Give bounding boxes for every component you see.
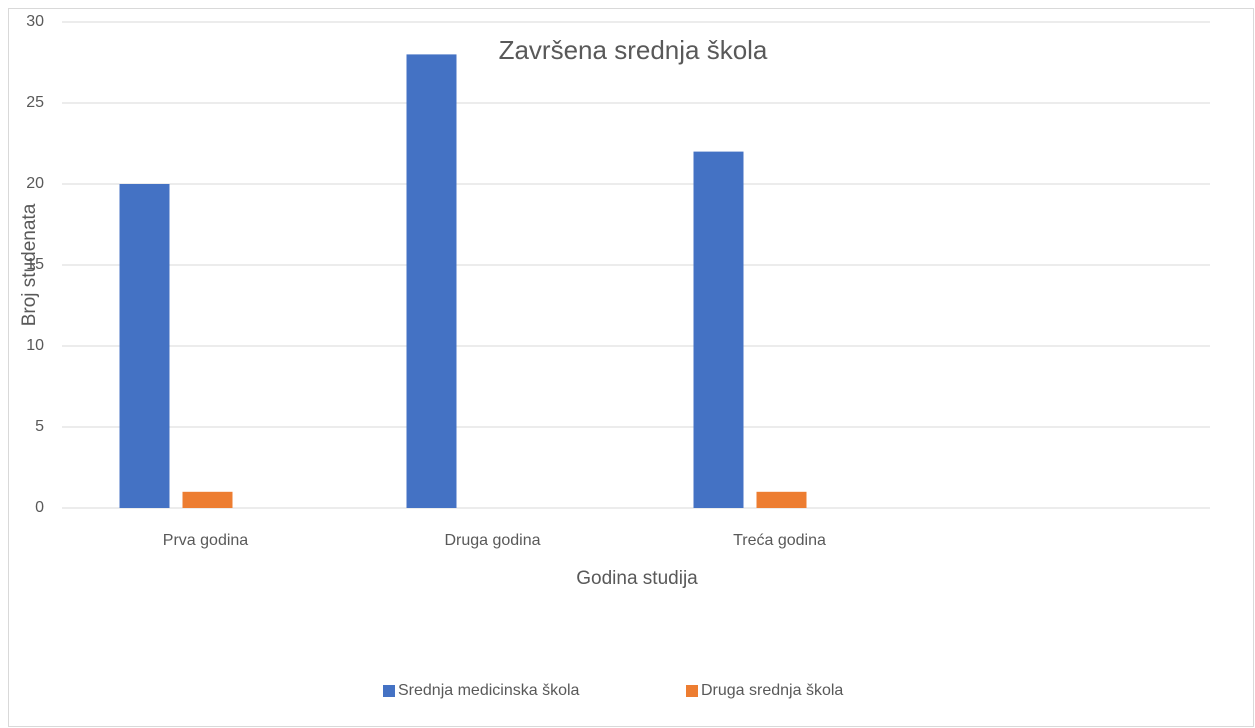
legend-swatch [383, 685, 395, 697]
legend-label: Druga srednja škola [701, 682, 843, 699]
y-tick-label: 5 [35, 418, 44, 435]
y-tick-label: 30 [26, 13, 44, 30]
y-tick-label: 25 [26, 94, 44, 111]
y-tick-label: 15 [26, 256, 44, 273]
bar [406, 54, 457, 509]
y-tick-label: 10 [26, 337, 44, 354]
x-tick-label: Treća godina [733, 532, 826, 549]
legend-swatch [686, 685, 698, 697]
bar [756, 491, 807, 508]
chart-border [8, 8, 1254, 727]
chart-title: Završena srednja škola [499, 35, 768, 65]
y-tick-label: 0 [35, 499, 44, 516]
bar [119, 184, 170, 508]
legend-label: Srednja medicinska škola [398, 682, 580, 699]
x-tick-label: Druga godina [444, 532, 540, 549]
y-tick-label: 20 [26, 175, 44, 192]
bar [182, 491, 233, 508]
x-axis-title: Godina studija [576, 568, 698, 589]
y-axis-title: Broj studenata [19, 203, 40, 326]
x-tick-label: Prva godina [163, 532, 248, 549]
bar [693, 151, 744, 508]
